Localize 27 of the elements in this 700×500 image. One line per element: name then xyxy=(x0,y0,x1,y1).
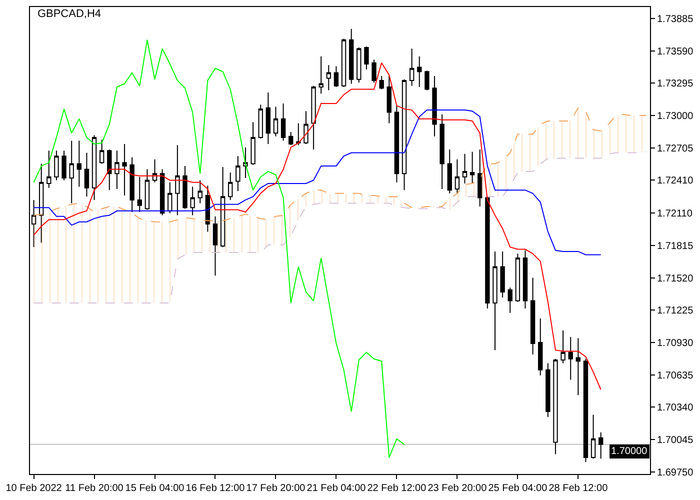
x-tick-label: 28 Feb 12:00 xyxy=(548,483,608,494)
y-tick-label: 1.73000 xyxy=(657,111,694,122)
y-tick-label: 1.70340 xyxy=(657,402,694,414)
y-tick-label: 1.71815 xyxy=(657,240,694,252)
ref-line-label: 1.70000 xyxy=(611,446,648,457)
x-tick-label: 25 Feb 04:00 xyxy=(488,483,548,494)
x-tick-label: 15 Feb 04:00 xyxy=(125,483,185,494)
x-tick-label: 11 Feb 20:00 xyxy=(65,483,124,494)
x-tick-label: 22 Feb 12:00 xyxy=(367,483,427,494)
x-tick-label: 16 Feb 12:00 xyxy=(186,483,246,494)
y-tick-label: 1.73590 xyxy=(657,46,694,58)
x-tick-label: 17 Feb 20:00 xyxy=(246,483,306,494)
y-tick-label: 1.71520 xyxy=(657,273,694,284)
y-tick-label: 1.70635 xyxy=(657,370,694,382)
chart-title: GBPCAD,H4 xyxy=(37,8,102,20)
y-tick-label: 1.72110 xyxy=(657,208,693,220)
y-tick-label: 1.73885 xyxy=(657,14,694,26)
y-tick-label: 1.70045 xyxy=(657,434,694,446)
y-tick-label: 1.71225 xyxy=(657,306,694,317)
y-tick-label: 1.69750 xyxy=(657,467,694,478)
y-tick-label: 1.72705 xyxy=(657,143,694,154)
x-tick-label: 21 Feb 04:00 xyxy=(306,483,366,494)
y-tick-label: 1.70930 xyxy=(657,338,694,349)
x-tick-label: 10 Feb 2022 xyxy=(6,483,62,494)
x-tick-label: 23 Feb 20:00 xyxy=(428,483,488,494)
y-tick-label: 1.73295 xyxy=(657,78,694,90)
y-tick-label: 1.72410 xyxy=(657,176,694,187)
